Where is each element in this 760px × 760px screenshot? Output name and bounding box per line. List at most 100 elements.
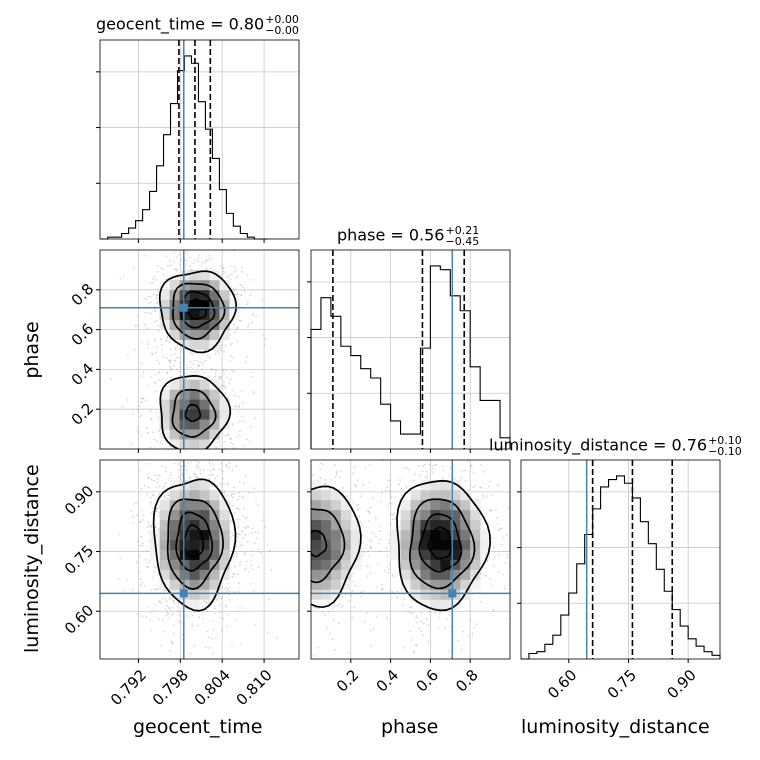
scatter-point bbox=[146, 565, 148, 568]
scatter-point bbox=[228, 380, 231, 382]
scatter-point bbox=[484, 574, 487, 577]
scatter-point bbox=[236, 518, 238, 521]
scatter-point bbox=[173, 359, 176, 362]
scatter-point bbox=[500, 527, 503, 530]
scatter-point bbox=[240, 530, 243, 532]
scatter-point bbox=[150, 409, 152, 411]
scatter-point bbox=[335, 671, 337, 673]
scatter-point bbox=[363, 454, 365, 456]
scatter-point bbox=[204, 359, 207, 362]
scatter-point bbox=[230, 442, 232, 444]
scatter-point bbox=[366, 565, 369, 567]
scatter-point bbox=[300, 503, 302, 505]
scatter-point bbox=[230, 273, 233, 275]
scatter-point bbox=[143, 484, 146, 487]
scatter-point bbox=[150, 525, 152, 527]
scatter-point bbox=[191, 457, 193, 459]
scatter-point bbox=[367, 520, 370, 522]
scatter-point bbox=[136, 540, 139, 543]
scatter-point bbox=[154, 588, 157, 591]
scatter-point bbox=[141, 401, 143, 403]
scatter-point bbox=[362, 484, 365, 486]
scatter-point bbox=[150, 629, 152, 632]
scatter-point bbox=[352, 501, 355, 504]
scatter-point bbox=[379, 530, 381, 533]
scatter-point bbox=[506, 553, 508, 556]
density-cell bbox=[179, 549, 190, 560]
scatter-point bbox=[308, 488, 310, 490]
scatter-point bbox=[391, 574, 394, 577]
density-cell bbox=[199, 429, 210, 440]
scatter-point bbox=[166, 339, 168, 342]
density-cell bbox=[169, 509, 180, 521]
scatter-point bbox=[220, 275, 222, 278]
scatter-point bbox=[201, 363, 204, 366]
scatter-point bbox=[133, 348, 136, 351]
scatter-point bbox=[238, 405, 241, 408]
scatter-point bbox=[147, 311, 150, 314]
scatter-point bbox=[149, 296, 152, 298]
scatter-point bbox=[161, 344, 164, 346]
scatter-point bbox=[367, 550, 369, 552]
density-cell bbox=[199, 589, 210, 600]
scatter-point bbox=[231, 645, 233, 648]
density-cell bbox=[219, 419, 230, 430]
scatter-point bbox=[421, 470, 424, 473]
panel-bg bbox=[521, 460, 720, 659]
scatter-point bbox=[415, 616, 417, 619]
density-cell bbox=[400, 509, 411, 521]
scatter-point bbox=[152, 479, 155, 482]
density-cell bbox=[209, 389, 220, 400]
scatter-point bbox=[470, 465, 472, 467]
scatter-point bbox=[142, 514, 144, 516]
scatter-point bbox=[164, 466, 167, 469]
scatter-point bbox=[222, 270, 225, 273]
scatter-point bbox=[236, 536, 238, 538]
scatter-point bbox=[200, 265, 203, 267]
scatter-point bbox=[248, 440, 251, 443]
scatter-point bbox=[471, 635, 474, 637]
scatter-point bbox=[149, 524, 151, 527]
y-tick-label: 0.8 bbox=[68, 280, 98, 310]
scatter-point bbox=[380, 500, 382, 503]
density-cell bbox=[199, 339, 210, 350]
density-cell bbox=[199, 519, 210, 531]
density-cell bbox=[189, 289, 200, 301]
scatter-point bbox=[229, 360, 231, 362]
scatter-point bbox=[156, 359, 159, 362]
scatter-point bbox=[304, 540, 306, 542]
scatter-point bbox=[212, 474, 214, 477]
scatter-point bbox=[227, 433, 230, 435]
density-cell bbox=[229, 299, 240, 311]
scatter-point bbox=[230, 264, 233, 267]
scatter-point bbox=[489, 577, 492, 580]
density-cell bbox=[410, 499, 421, 511]
scatter-point bbox=[204, 349, 207, 352]
scatter-point bbox=[136, 514, 138, 516]
scatter-point bbox=[450, 456, 452, 458]
density-cell bbox=[219, 509, 230, 521]
scatter-point bbox=[480, 464, 482, 466]
density-cell bbox=[430, 589, 441, 600]
scatter-point bbox=[357, 479, 359, 481]
scatter-point bbox=[163, 485, 165, 488]
scatter-point bbox=[144, 254, 147, 257]
scatter-point bbox=[496, 483, 499, 486]
scatter-point bbox=[246, 540, 249, 543]
scatter-point bbox=[189, 653, 192, 655]
scatter-point bbox=[180, 478, 182, 481]
scatter-point bbox=[226, 457, 228, 459]
scatter-point bbox=[304, 588, 306, 590]
scatter-point bbox=[166, 612, 169, 614]
scatter-point bbox=[238, 405, 241, 407]
density-cell bbox=[311, 549, 322, 560]
scatter-point bbox=[304, 476, 306, 478]
scatter-point bbox=[214, 372, 217, 375]
scatter-point bbox=[479, 486, 482, 489]
density-cell bbox=[179, 489, 190, 501]
scatter-point bbox=[150, 478, 153, 481]
scatter-point bbox=[309, 531, 311, 533]
scatter-point bbox=[141, 341, 144, 344]
scatter-point bbox=[460, 648, 463, 651]
density-cell bbox=[169, 559, 180, 570]
